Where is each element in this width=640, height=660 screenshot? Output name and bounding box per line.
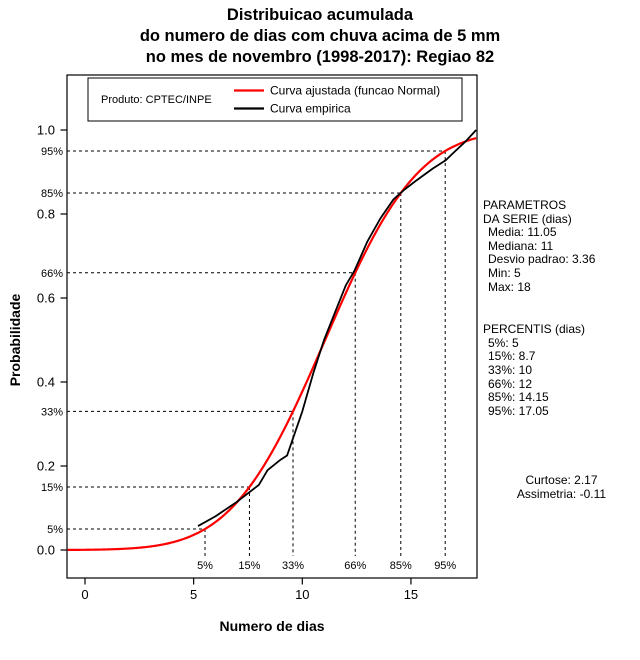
percentile-left-label: 5%	[47, 524, 63, 536]
percentil-33: 33%: 10	[488, 362, 533, 377]
params-header-line-1: PARAMETROS	[483, 198, 567, 212]
percentile-bottom-label: 5%	[197, 560, 213, 572]
y-tick-label: 1.0	[37, 123, 55, 138]
percentis-header: PERCENTIS (dias)	[483, 322, 586, 337]
param-min: Min: 5	[488, 265, 521, 280]
chart-title-line-2: do numero de dias com chuva acima de 5 m…	[140, 27, 500, 45]
side-panel: PARAMETROS DA SERIE (dias) Media: 11.05 …	[483, 198, 640, 502]
y-axis-title: Probabilidade	[7, 294, 23, 387]
percentile-bottom-label: 66%	[344, 560, 366, 572]
y-tick-label: 0.8	[37, 207, 55, 222]
kurtosis-value: Curtose: 2.17	[525, 473, 598, 488]
plot-area: 0 5 10 15 0.0 0.2 0.4 0.6 0.8 1.0 5% 5% 15% 15% 33% 33%…	[37, 74, 478, 602]
x-tick-label: 0	[81, 587, 88, 602]
chart-title-line-1: Distribuicao acumulada	[227, 6, 414, 24]
percentile-left-label: 15%	[41, 482, 63, 494]
legend-entry-fitted: Curva ajustada (funcao Normal)	[270, 84, 440, 98]
percentile-left-label: 95%	[41, 146, 63, 158]
chart-title-line-3: no mes de novembro (1998-2017): Regiao 8…	[146, 48, 494, 66]
empirical-curve	[197, 129, 477, 527]
param-max: Max: 18	[488, 279, 531, 294]
percentil-15: 15%: 8.7	[488, 349, 536, 364]
x-tick-label: 5	[190, 587, 197, 602]
y-tick-label: 0.0	[37, 543, 55, 558]
x-tick-label: 15	[404, 587, 418, 602]
plot-frame	[66, 74, 478, 579]
percentile-bottom-label: 33%	[282, 560, 304, 572]
percentile-bottom-label: 15%	[238, 560, 260, 572]
legend-entry-empirical: Curva empirica	[270, 102, 351, 116]
skewness-value: Assimetria: -0.11	[516, 486, 607, 501]
param-mediana: Mediana: 11	[488, 238, 554, 253]
percentil-66: 66%: 12	[488, 376, 533, 391]
y-tick-label: 0.4	[37, 375, 55, 390]
param-desvio: Desvio padrao: 3.36	[488, 252, 596, 267]
fitted-curve	[67, 137, 477, 552]
legend: Produto: CPTEC/INPE Curva ajustada (func…	[87, 77, 463, 122]
percentile-bottom-label: 95%	[434, 560, 456, 572]
param-media: Media: 11.05	[488, 225, 557, 240]
percentile-left-label: 85%	[41, 188, 63, 200]
percentile-left-label: 66%	[41, 268, 63, 280]
x-axis-title: Numero de dias	[219, 618, 324, 634]
percentile-left-label: 33%	[41, 406, 63, 418]
x-tick-label: 10	[295, 587, 309, 602]
percentil-5: 5%: 5	[488, 335, 519, 350]
percentile-bottom-label: 85%	[390, 560, 412, 572]
params-header-line-2: DA SERIE (dias)	[483, 211, 572, 226]
percentil-85: 85%: 14.15	[488, 390, 549, 405]
y-tick-label: 0.6	[37, 291, 55, 306]
percentil-95: 95%: 17.05	[488, 403, 549, 418]
legend-note: Produto: CPTEC/INPE	[101, 94, 212, 106]
y-tick-label: 0.2	[37, 459, 55, 474]
legend-box	[87, 77, 463, 122]
